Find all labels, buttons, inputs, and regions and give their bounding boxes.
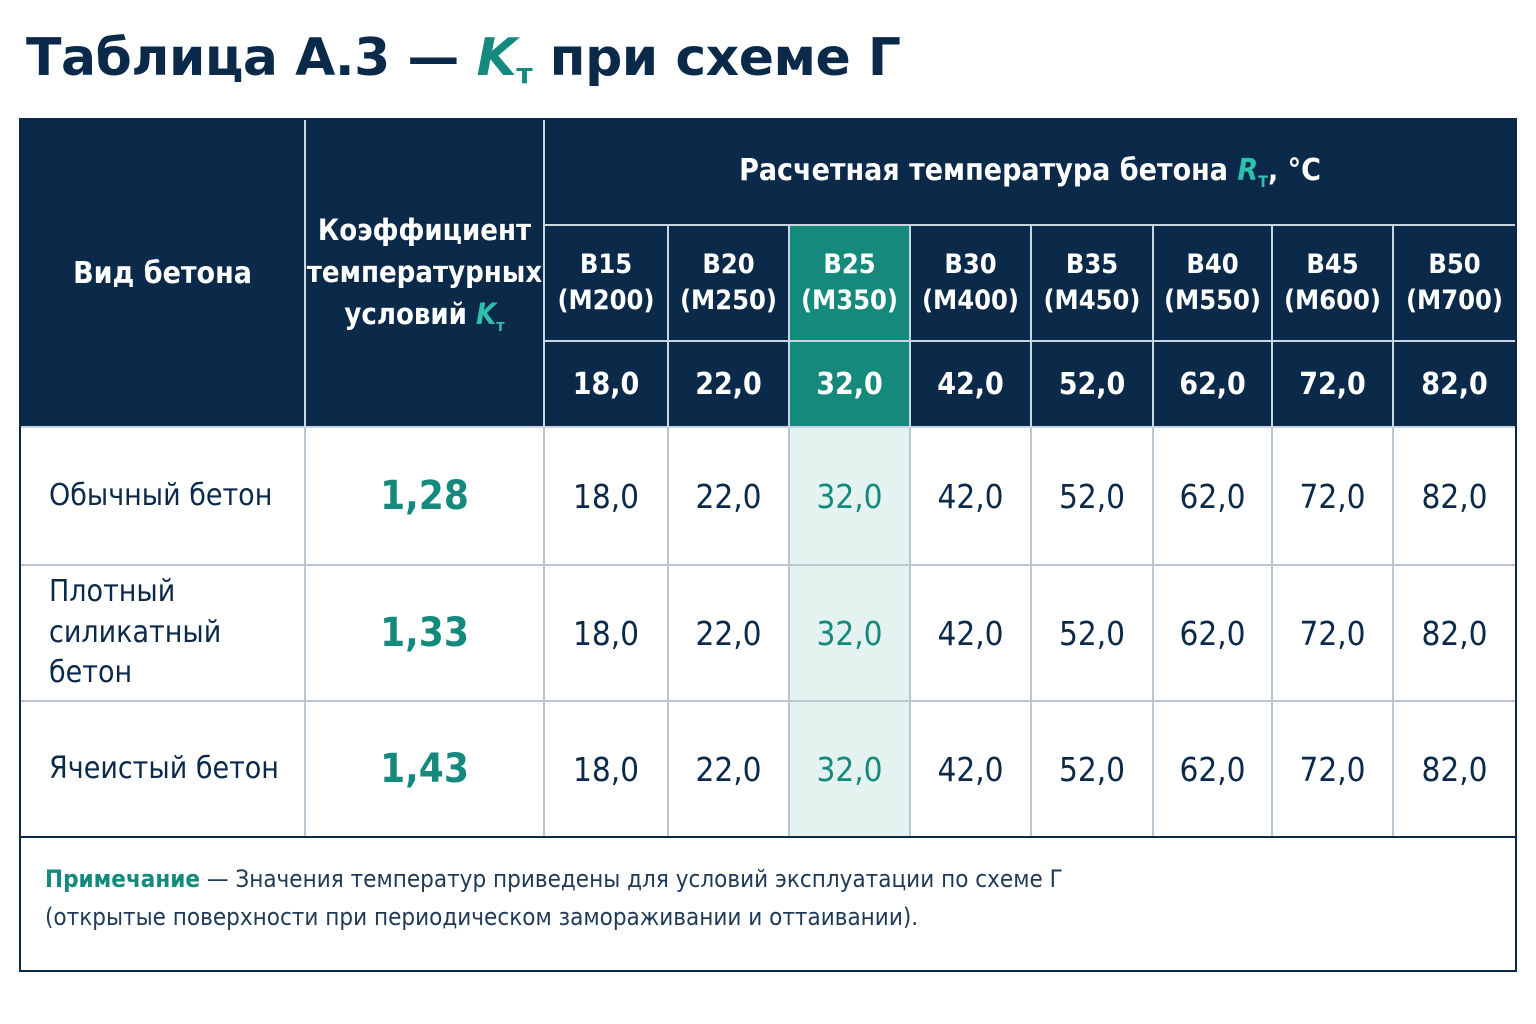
temperature-cell: 62,0 bbox=[1153, 427, 1273, 566]
header-grade-b40: B40 (M550) bbox=[1153, 225, 1273, 342]
header-design-temperature: Расчетная температура бетона RT, °С bbox=[544, 120, 1515, 226]
temperature-cell: 32,0 bbox=[789, 701, 911, 838]
header-grade-b30: B30 (M400) bbox=[910, 225, 1032, 342]
temperature-cell: 52,0 bbox=[1031, 701, 1154, 838]
note-text-line2: (открытые поверхности при периодическом … bbox=[45, 903, 919, 932]
temperature-cell: 18,0 bbox=[544, 701, 669, 838]
header-temperature-value: 82,0 bbox=[1393, 341, 1515, 428]
header-temperature-value: 32,0 bbox=[789, 341, 911, 428]
header-temperature-value: 52,0 bbox=[1031, 341, 1154, 428]
temperature-cell: 82,0 bbox=[1393, 565, 1515, 702]
header-grade-b35: B35 (M450) bbox=[1031, 225, 1154, 342]
temperature-cell: 32,0 bbox=[789, 427, 911, 566]
temperature-table: Вид бетона Коэффициент температурных усл… bbox=[21, 120, 1515, 838]
temperature-cell: 52,0 bbox=[1031, 565, 1154, 702]
temperature-cell: 22,0 bbox=[668, 565, 790, 702]
table-row: Ячеистый бетон 1,43 18,0 22,0 32,0 42,0 52,0 62… bbox=[21, 701, 1515, 838]
header-grade-b25: B25 (M350) bbox=[789, 225, 911, 342]
page-title: Таблица А.3 — Kт при схеме Г bbox=[26, 28, 901, 90]
header-temperature-value: 22,0 bbox=[668, 341, 790, 428]
concrete-type-name: Плотный силикатный бетон bbox=[21, 565, 306, 702]
note-text-line1: — Значения температур приведены для усло… bbox=[200, 865, 1063, 893]
note-label: Примечание bbox=[45, 865, 201, 893]
header-grade-b45: B45 (M600) bbox=[1272, 225, 1394, 342]
table-row: Плотный силикатный бетон 1,33 18,0 22,0 32,0 4… bbox=[21, 565, 1515, 702]
title-symbol: Kт bbox=[476, 28, 533, 90]
temperature-cell: 42,0 bbox=[910, 565, 1032, 702]
temperature-cell: 42,0 bbox=[910, 701, 1032, 838]
temperature-cell: 72,0 bbox=[1272, 701, 1394, 838]
table-frame: Вид бетона Коэффициент температурных усл… bbox=[19, 118, 1517, 972]
temperature-cell: 22,0 bbox=[668, 701, 790, 838]
header-grade-b20: B20 (M250) bbox=[668, 225, 790, 342]
coefficient-value: 1,33 bbox=[305, 565, 545, 702]
temperature-cell: 72,0 bbox=[1272, 427, 1394, 566]
table-row: Обычный бетон 1,28 18,0 22,0 32,0 42,0 52,0 62,… bbox=[21, 427, 1515, 566]
table-note: Примечание — Значения температур приведе… bbox=[45, 860, 1345, 937]
temperature-cell: 32,0 bbox=[789, 565, 911, 702]
coefficient-value: 1,28 bbox=[305, 427, 545, 566]
temperature-cell: 42,0 bbox=[910, 427, 1032, 566]
header-temperature-value: 18,0 bbox=[544, 341, 669, 428]
temperature-cell: 52,0 bbox=[1031, 427, 1154, 566]
header-temperature-value: 62,0 bbox=[1153, 341, 1273, 428]
header-grade-b15: B15 (M200) bbox=[544, 225, 669, 342]
temperature-cell: 22,0 bbox=[668, 427, 790, 566]
header-temperature-value: 42,0 bbox=[910, 341, 1032, 428]
concrete-type-name: Обычный бетон bbox=[21, 427, 306, 566]
concrete-type-name: Ячеистый бетон bbox=[21, 701, 306, 838]
temperature-cell: 62,0 bbox=[1153, 565, 1273, 702]
temperature-cell: 62,0 bbox=[1153, 701, 1273, 838]
header-coefficient: Коэффициент температурных условий Kт bbox=[305, 120, 545, 428]
temperature-cell: 18,0 bbox=[544, 565, 669, 702]
coefficient-value: 1,43 bbox=[305, 701, 545, 838]
header-temperature-value: 72,0 bbox=[1272, 341, 1394, 428]
temperature-cell: 18,0 bbox=[544, 427, 669, 566]
header-concrete-type: Вид бетона bbox=[21, 120, 306, 428]
temperature-cell: 82,0 bbox=[1393, 427, 1515, 566]
header-grade-b50: B50 (M700) bbox=[1393, 225, 1515, 342]
temperature-cell: 72,0 bbox=[1272, 565, 1394, 702]
temperature-cell: 82,0 bbox=[1393, 701, 1515, 838]
